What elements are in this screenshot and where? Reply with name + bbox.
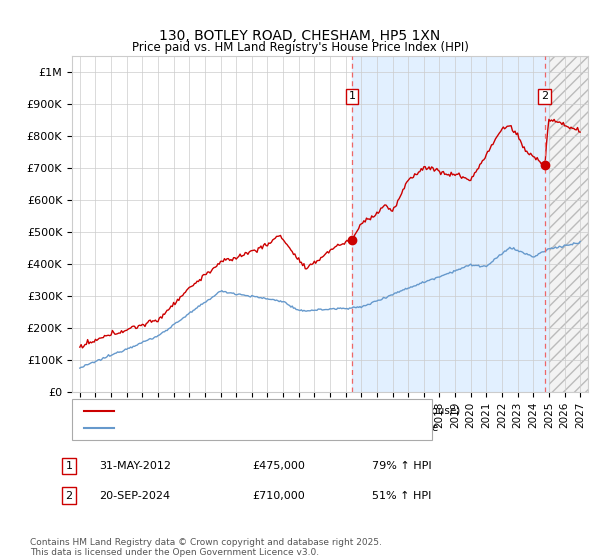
- Text: 20-SEP-2024: 20-SEP-2024: [99, 491, 170, 501]
- Text: 2: 2: [541, 91, 548, 101]
- Text: £710,000: £710,000: [252, 491, 305, 501]
- Text: 51% ↑ HPI: 51% ↑ HPI: [372, 491, 431, 501]
- Text: 130, BOTLEY ROAD, CHESHAM, HP5 1XN (semi-detached house): 130, BOTLEY ROAD, CHESHAM, HP5 1XN (semi…: [126, 405, 460, 416]
- Text: HPI: Average price, semi-detached house, Buckinghamshire: HPI: Average price, semi-detached house,…: [126, 423, 438, 433]
- Text: 79% ↑ HPI: 79% ↑ HPI: [372, 461, 431, 471]
- Bar: [549, 56, 588, 392]
- Text: 31-MAY-2012: 31-MAY-2012: [99, 461, 171, 471]
- Text: 1: 1: [65, 461, 73, 471]
- Text: Price paid vs. HM Land Registry's House Price Index (HPI): Price paid vs. HM Land Registry's House …: [131, 41, 469, 54]
- Text: 2: 2: [65, 491, 73, 501]
- Text: £475,000: £475,000: [252, 461, 305, 471]
- Text: 1: 1: [349, 91, 356, 101]
- Text: 130, BOTLEY ROAD, CHESHAM, HP5 1XN: 130, BOTLEY ROAD, CHESHAM, HP5 1XN: [160, 29, 440, 44]
- Bar: [549, 56, 588, 392]
- Text: Contains HM Land Registry data © Crown copyright and database right 2025.
This d: Contains HM Land Registry data © Crown c…: [30, 538, 382, 557]
- Bar: [352, 56, 549, 392]
